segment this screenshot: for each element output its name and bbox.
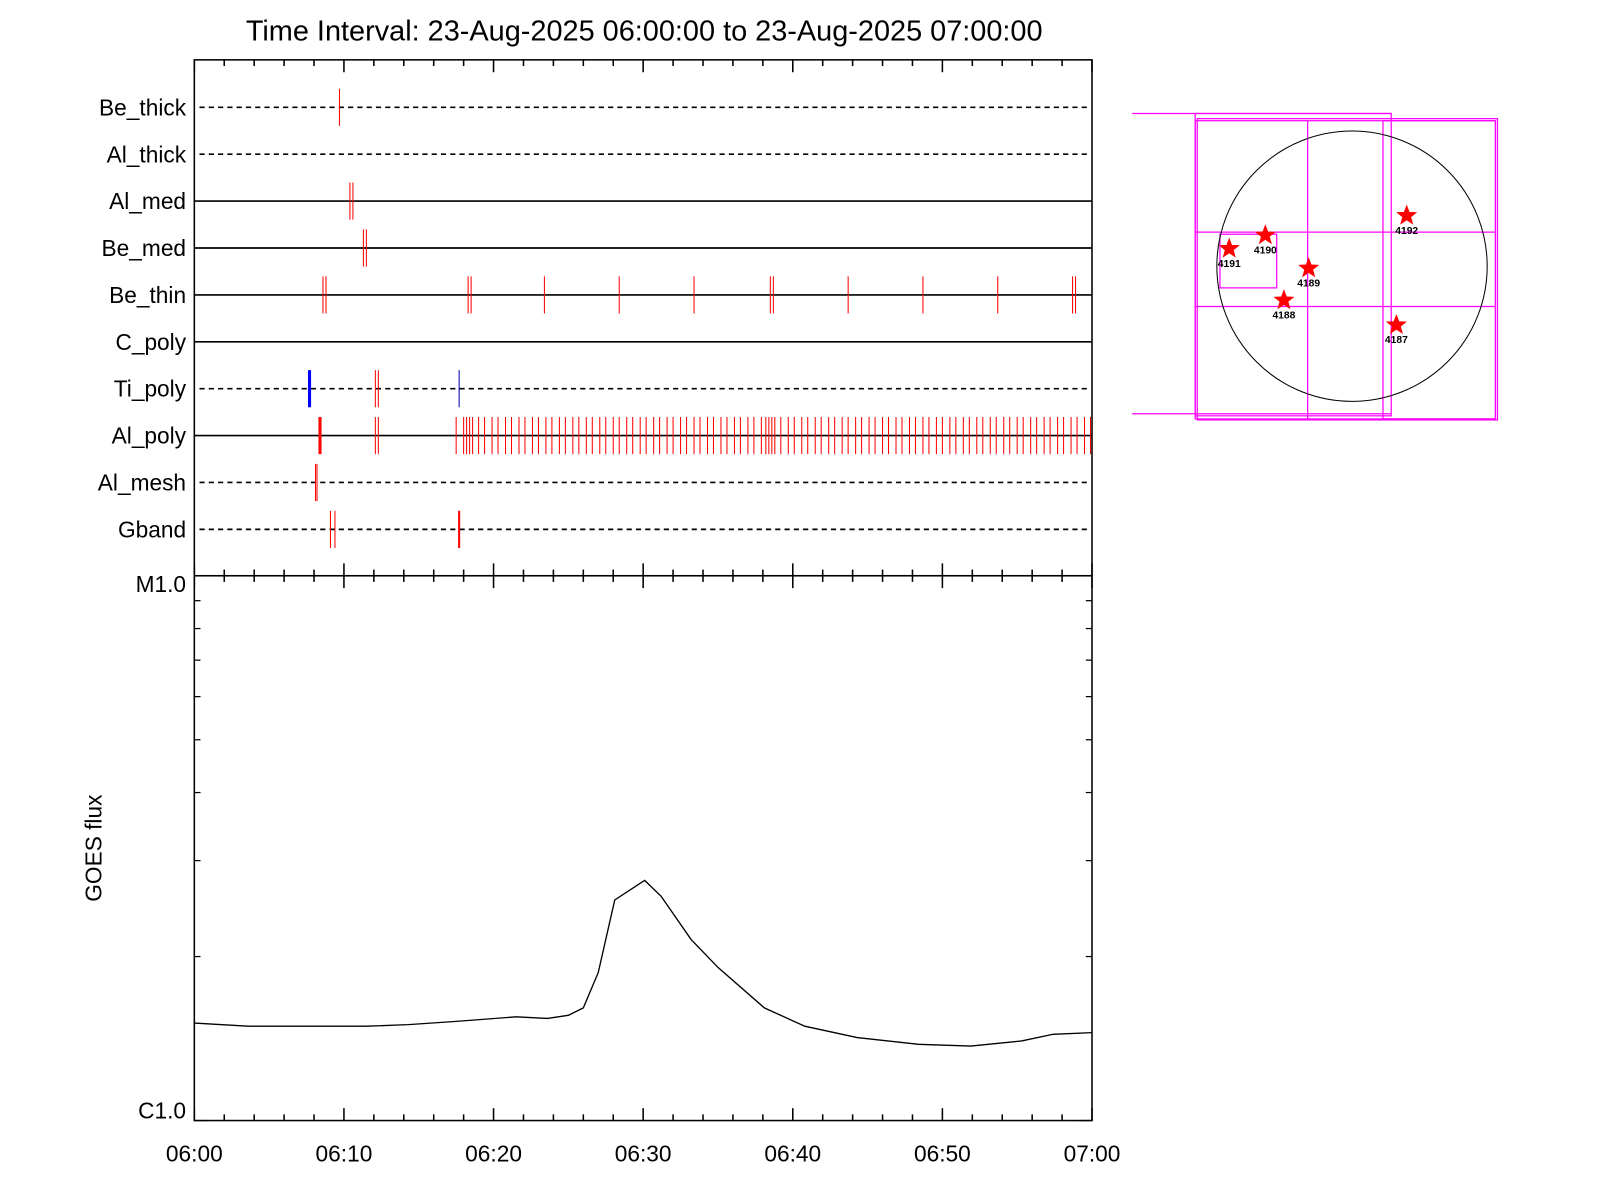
region-label: 4192 — [1395, 226, 1418, 237]
row-label: Al_med — [109, 188, 186, 214]
fov-box — [1382, 120, 1497, 420]
y-tick-label: M1.0 — [136, 571, 186, 597]
x-tick-label: 06:00 — [166, 1141, 223, 1167]
region-label: 4187 — [1385, 335, 1408, 346]
region-label: 4191 — [1218, 259, 1241, 270]
fov-box — [1194, 112, 1392, 417]
x-tick-label: 07:00 — [1064, 1141, 1121, 1167]
region-star — [1298, 257, 1320, 278]
x-tick-label: 06:40 — [764, 1141, 821, 1167]
region-star — [1254, 224, 1276, 245]
region-label: 4190 — [1254, 245, 1277, 256]
row-label: Be_thick — [99, 94, 187, 120]
region-label: 4189 — [1297, 278, 1320, 289]
region-star — [1273, 289, 1295, 310]
x-tick-label: 06:10 — [316, 1141, 373, 1167]
region-label: 4188 — [1272, 310, 1295, 321]
row-label: Ti_poly — [114, 376, 187, 402]
row-label: Al_poly — [112, 423, 187, 449]
region-star — [1385, 313, 1407, 334]
region-star — [1218, 237, 1240, 258]
goes-frame — [193, 574, 1093, 1122]
row-label: C_poly — [115, 329, 186, 355]
y-tick-label: C1.0 — [138, 1097, 186, 1123]
row-label: Be_thin — [109, 282, 186, 308]
fov-box — [1219, 233, 1278, 289]
x-tick-label: 06:20 — [465, 1141, 522, 1167]
x-tick-label: 06:50 — [914, 1141, 971, 1167]
region-star — [1396, 204, 1418, 225]
x-tick-label: 06:30 — [615, 1141, 672, 1167]
fov-box — [1196, 118, 1499, 421]
timeline-frame — [193, 59, 1093, 577]
row-label: Gband — [118, 516, 186, 542]
row-label: Al_mesh — [98, 470, 186, 496]
row-label: Be_med — [102, 235, 187, 261]
goes-curve — [194, 879, 1093, 1047]
solar-map: 4191 4190 4189 4188 4192 4187 — [1132, 112, 1499, 421]
y-axis-label: GOES flux — [80, 794, 106, 902]
chart-title: Time Interval: 23-Aug-2025 06:00:00 to 2… — [246, 16, 1043, 48]
row-label: Al_thick — [107, 141, 187, 167]
solar-disk — [1216, 130, 1488, 402]
